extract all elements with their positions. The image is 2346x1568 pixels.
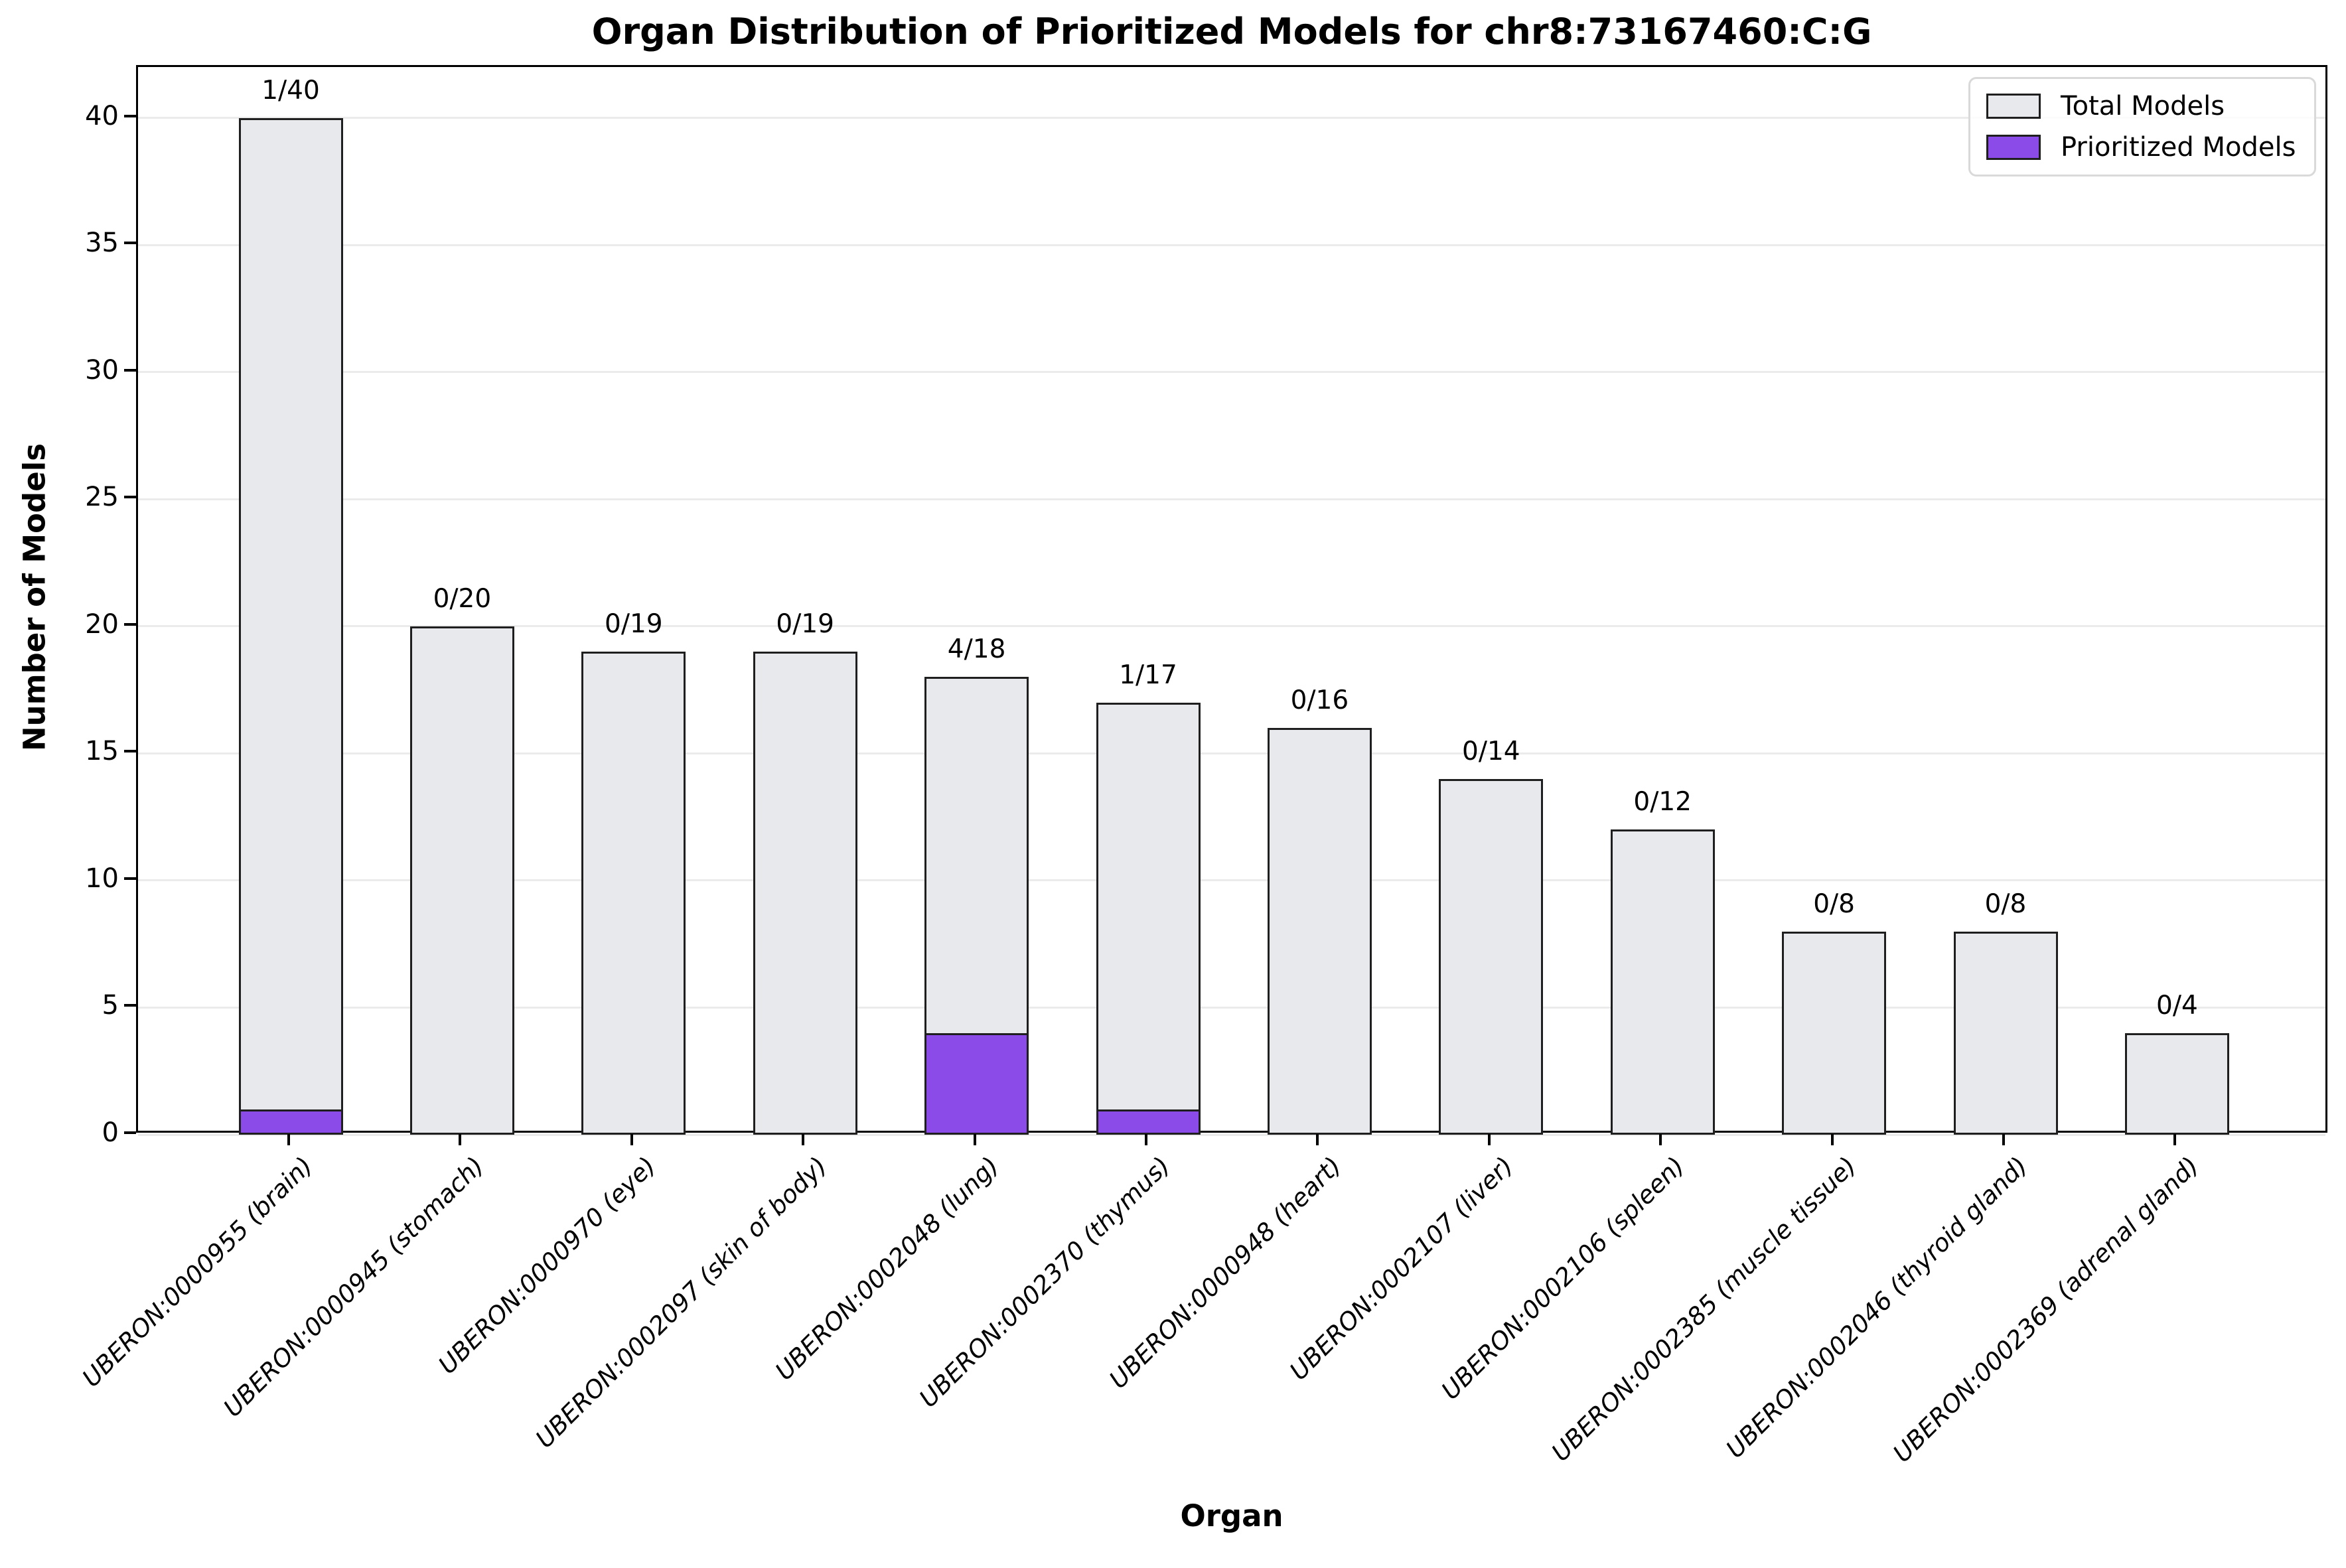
y-tick-mark <box>124 368 136 372</box>
gridline <box>138 625 2325 628</box>
gridline <box>138 244 2325 246</box>
bar-annotation: 0/8 <box>1984 889 2027 919</box>
bar-total <box>1782 931 1887 1135</box>
bar-total <box>1610 829 1715 1135</box>
legend: Total Models Prioritized Models <box>1968 77 2316 177</box>
bar-total <box>1953 931 2058 1135</box>
plot-area: 1/40 0/20 0/19 0/19 4/18 1/17 0/16 0/14 0/12 0/8 0… <box>136 65 2327 1136</box>
bar-annotation: 0/16 <box>1290 685 1349 716</box>
bar-prioritized <box>238 1109 343 1135</box>
bar-annotation: 0/19 <box>605 609 663 640</box>
y-tick-mark <box>124 1004 136 1007</box>
y-tick-mark <box>124 496 136 499</box>
x-tick-mark <box>1659 1134 1662 1145</box>
x-tick-label: UBERON:0002369 (adrenal gland) <box>1887 1151 2205 1468</box>
bar-annotation: 1/17 <box>1119 660 1177 690</box>
x-tick-mark <box>1487 1134 1491 1145</box>
legend-label: Prioritized Models <box>2061 132 2296 163</box>
y-tick-label: 15 <box>85 736 119 767</box>
legend-item: Prioritized Models <box>1986 132 2298 163</box>
x-tick-mark <box>2173 1134 2177 1145</box>
bar-total <box>581 652 686 1135</box>
y-tick-mark <box>124 1131 136 1134</box>
bar-total <box>753 652 857 1135</box>
y-tick-label: 20 <box>85 608 119 640</box>
y-tick-mark <box>124 750 136 753</box>
gridline <box>138 117 2325 119</box>
y-tick-mark <box>124 622 136 626</box>
bar-annotation: 0/19 <box>776 609 834 640</box>
x-tick-mark <box>973 1134 976 1145</box>
gridline <box>138 1133 2325 1136</box>
y-tick-label: 35 <box>85 228 119 259</box>
y-tick-label: 25 <box>85 482 119 513</box>
y-tick-label: 5 <box>102 990 119 1021</box>
x-tick-mark <box>1316 1134 1319 1145</box>
legend-label: Total Models <box>2061 91 2225 121</box>
bar-annotation: 0/20 <box>433 583 492 614</box>
x-tick-mark <box>287 1134 290 1145</box>
x-tick-mark <box>2002 1134 2005 1145</box>
y-tick-label: 40 <box>85 100 119 131</box>
x-tick-mark <box>1145 1134 1147 1145</box>
bar-annotation: 0/14 <box>1462 736 1520 766</box>
bar-total <box>238 117 343 1135</box>
bar-total <box>1096 702 1201 1135</box>
bar-annotation: 0/12 <box>1633 787 1692 818</box>
legend-swatch <box>1986 135 2041 160</box>
x-tick-label: UBERON:0002046 (thyroid gland) <box>1720 1151 2033 1464</box>
y-tick-mark <box>124 877 136 880</box>
x-axis-label: Organ <box>1180 1498 1283 1533</box>
bar-annotation: 0/4 <box>2156 990 2198 1021</box>
chart-title: Organ Distribution of Prioritized Models… <box>591 11 1872 52</box>
bar-total <box>1267 728 1372 1135</box>
bar-total <box>1439 778 1544 1135</box>
legend-swatch <box>1986 94 2041 119</box>
y-tick-label: 30 <box>85 354 119 386</box>
x-tick-mark <box>802 1134 805 1145</box>
bar-prioritized <box>1096 1109 1201 1135</box>
gridline <box>138 371 2325 374</box>
x-tick-mark <box>1830 1134 1834 1145</box>
bar-annotation: 0/8 <box>1813 889 1855 919</box>
x-tick-label: UBERON:0002385 (muscle tissue) <box>1546 1151 1862 1467</box>
x-tick-mark <box>459 1134 462 1145</box>
y-tick-mark <box>124 114 136 117</box>
x-tick-mark <box>630 1134 633 1145</box>
bar-prioritized <box>924 1033 1029 1135</box>
gridline <box>138 752 2325 754</box>
y-tick-label: 10 <box>85 863 119 894</box>
bar-total <box>409 626 514 1135</box>
bar-annotation: 4/18 <box>947 634 1006 665</box>
y-tick-mark <box>124 242 136 245</box>
bar-total <box>2124 1033 2229 1135</box>
x-tick-label: UBERON:0002097 (skin of body) <box>530 1151 833 1454</box>
bar-annotation: 1/40 <box>261 75 320 106</box>
gridline <box>138 498 2325 500</box>
gridline <box>138 879 2325 882</box>
y-tick-label: 0 <box>102 1117 119 1148</box>
legend-item: Total Models <box>1986 91 2298 121</box>
gridline <box>138 1006 2325 1009</box>
